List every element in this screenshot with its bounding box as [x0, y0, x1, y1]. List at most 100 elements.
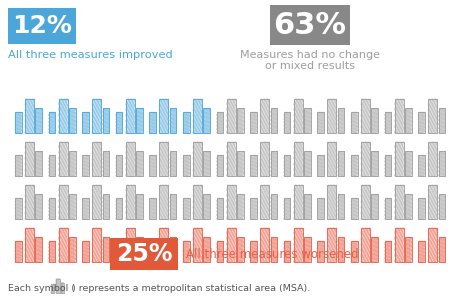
Bar — [159, 228, 168, 262]
Bar — [395, 185, 404, 219]
Bar — [418, 241, 425, 262]
Bar — [270, 237, 277, 262]
Bar — [270, 108, 277, 133]
Bar — [49, 112, 55, 133]
Bar — [294, 142, 303, 176]
Bar — [193, 142, 202, 176]
Bar — [428, 99, 437, 133]
Bar — [418, 198, 425, 219]
Bar — [25, 99, 34, 133]
Bar — [226, 185, 235, 219]
Bar — [92, 142, 101, 176]
Bar — [270, 108, 277, 133]
Bar — [82, 241, 89, 262]
Bar — [49, 112, 55, 133]
Bar — [428, 142, 437, 176]
Bar — [203, 194, 210, 219]
Bar — [294, 228, 303, 262]
Bar — [82, 155, 89, 176]
Bar — [428, 142, 437, 176]
Bar — [216, 112, 223, 133]
Bar — [92, 142, 101, 176]
Bar — [405, 108, 412, 133]
Bar — [371, 237, 378, 262]
Bar — [216, 241, 223, 262]
Bar — [327, 99, 336, 133]
Bar — [395, 142, 404, 176]
Bar — [270, 194, 277, 219]
Bar — [170, 151, 176, 176]
Bar — [203, 108, 210, 133]
Bar — [338, 151, 344, 176]
Bar — [395, 99, 404, 133]
Bar — [304, 237, 311, 262]
Bar — [361, 228, 370, 262]
Bar — [338, 151, 344, 176]
Bar — [116, 112, 122, 133]
Text: ) represents a metropolitan statistical area (MSA).: ) represents a metropolitan statistical … — [72, 284, 310, 293]
FancyBboxPatch shape — [270, 5, 350, 45]
Bar — [82, 112, 89, 133]
Bar — [338, 108, 344, 133]
Bar — [36, 194, 42, 219]
Bar — [58, 99, 68, 133]
Bar — [116, 198, 122, 219]
Bar — [317, 241, 324, 262]
Text: or mixed results: or mixed results — [265, 61, 355, 71]
Bar — [371, 194, 378, 219]
Bar — [226, 185, 235, 219]
Bar — [327, 142, 336, 176]
Bar — [371, 108, 378, 133]
Bar — [116, 241, 122, 262]
Bar — [126, 185, 135, 219]
Bar — [226, 142, 235, 176]
Bar — [15, 241, 22, 262]
Bar — [418, 112, 425, 133]
Bar — [25, 99, 34, 133]
Bar — [385, 198, 391, 219]
Bar — [260, 99, 269, 133]
Bar — [183, 155, 189, 176]
Bar — [250, 198, 257, 219]
Bar — [250, 241, 257, 262]
Bar — [351, 241, 358, 262]
Bar — [15, 198, 22, 219]
Bar — [428, 185, 437, 219]
Bar — [149, 241, 156, 262]
Bar — [284, 155, 290, 176]
Bar — [183, 198, 189, 219]
Bar — [103, 151, 109, 176]
Bar — [149, 198, 156, 219]
Bar — [216, 155, 223, 176]
Text: Measures had no change: Measures had no change — [240, 50, 380, 60]
Bar — [304, 237, 311, 262]
Bar — [418, 155, 425, 176]
Bar — [183, 241, 189, 262]
Bar — [351, 241, 358, 262]
Bar — [51, 284, 54, 293]
Bar — [25, 185, 34, 219]
Bar — [385, 112, 391, 133]
Bar — [294, 142, 303, 176]
Bar — [25, 142, 34, 176]
Bar — [159, 142, 168, 176]
Bar — [183, 198, 189, 219]
Bar — [116, 241, 122, 262]
Bar — [49, 155, 55, 176]
Bar — [237, 194, 243, 219]
Text: 63%: 63% — [274, 11, 346, 40]
Bar — [193, 228, 202, 262]
Bar — [304, 194, 311, 219]
Bar — [82, 241, 89, 262]
Bar — [92, 185, 101, 219]
Bar — [170, 237, 176, 262]
Bar — [361, 185, 370, 219]
Bar — [304, 194, 311, 219]
Bar — [371, 151, 378, 176]
Bar — [439, 194, 445, 219]
Bar — [126, 99, 135, 133]
Bar — [159, 142, 168, 176]
Bar — [170, 194, 176, 219]
Bar — [371, 194, 378, 219]
Bar — [395, 228, 404, 262]
